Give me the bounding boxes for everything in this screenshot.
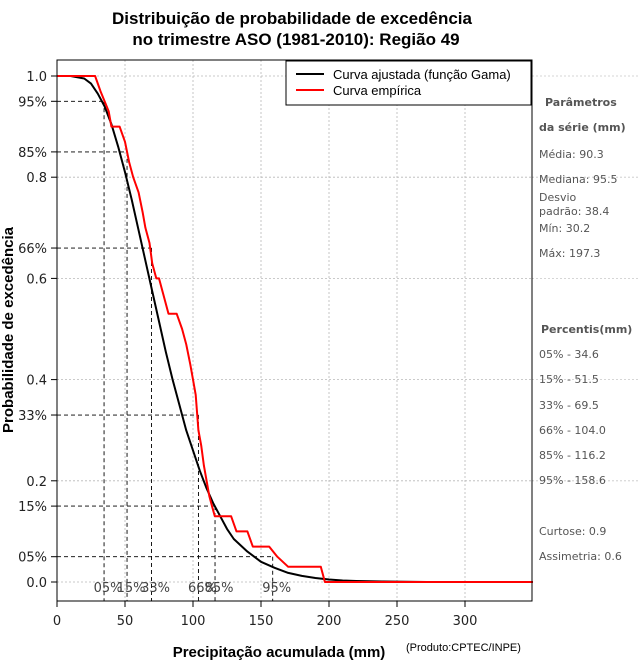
stat-min: Mín: 30.2 (539, 222, 591, 235)
y-tick-label: 0.4 (26, 374, 47, 389)
percentil-15: 15% - 51.5 (539, 373, 599, 386)
percentil-33: 33% - 69.5 (539, 399, 599, 412)
percentile-guides: 05%15%33% 66%85% 95% (57, 100, 291, 601)
percentis-header: Percentis(mm) (541, 323, 633, 336)
legend: Curva ajustada (função Gama) Curva empír… (285, 60, 532, 106)
plot-frame (56, 59, 533, 602)
stat-mediana: Mediana: 95.5 (539, 173, 618, 186)
percentil-66: 66% - 104.0 (539, 424, 606, 437)
legend-label-fitted: Curva ajustada (função Gama) (333, 67, 511, 82)
x-tick-label: 0 (53, 614, 61, 629)
y-tick-label: 85% (18, 146, 47, 161)
stat-desvio-line1: Desvio (539, 191, 577, 204)
stats-header-2: da série (mm) (539, 121, 626, 134)
y-tick-label: 05% (18, 551, 47, 566)
y-tick-label: 33% (18, 409, 47, 424)
percentil-05: 05% - 34.6 (539, 348, 599, 361)
chart-title-line1: Distribuição de probabilidade de excedên… (112, 9, 472, 28)
stat-desvio-line2: padrão: 38.4 (539, 205, 610, 218)
percentile-label: 95% (262, 581, 291, 596)
y-tick-label: 0.0 (26, 576, 47, 591)
chart-title-line2: no trimestre ASO (1981-2010): Região 49 (132, 30, 459, 49)
percentil-95: 95% - 158.6 (539, 474, 606, 487)
y-axis-label: Probabilidade de excedência (0, 226, 17, 433)
y-tick-label: 0.6 (26, 272, 47, 287)
x-tick-label: 100 (181, 614, 206, 629)
x-tick-label: 300 (453, 614, 478, 629)
y-tick-label: 0.8 (26, 171, 47, 186)
percentil-85: 85% - 116.2 (539, 449, 606, 462)
legend-box (285, 60, 532, 106)
stat-curtose: Curtose: 0.9 (539, 525, 607, 538)
axis-ticks: 0 50 100 150 200 250 300 1.0 95% 85% 0.8 66% 0.6 0.4 3… (18, 70, 477, 629)
series-lines (57, 75, 533, 583)
y-tick-label: 95% (18, 95, 47, 110)
stat-max: Máx: 197.3 (539, 247, 601, 260)
series-line-fitted (57, 75, 427, 583)
product-credit: (Produto:CPTEC/INPE) (406, 642, 521, 654)
x-tick-label: 50 (117, 614, 134, 629)
y-tick-label: 66% (18, 242, 47, 257)
x-tick-label: 200 (317, 614, 342, 629)
stats-header-1: Parâmetros (545, 96, 617, 109)
percentile-label: 15% (117, 581, 146, 596)
percentile-label: 33% (141, 581, 170, 596)
percentile-label: 66% (188, 581, 217, 596)
x-tick-label: 150 (249, 614, 274, 629)
series-line-empirical (57, 75, 533, 583)
legend-label-empirical: Curva empírica (333, 83, 422, 98)
x-tick-label: 250 (385, 614, 410, 629)
percentile-label: 85% (205, 581, 234, 596)
x-axis-label: Precipitação acumulada (mm) (173, 644, 386, 660)
stat-media: Média: 90.3 (539, 148, 604, 161)
y-tick-label: 0.2 (26, 475, 47, 490)
y-tick-label: 1.0 (26, 70, 47, 85)
y-tick-label: 15% (18, 500, 47, 515)
stat-assimetria: Assimetria: 0.6 (539, 550, 622, 563)
percentile-label: 05% (94, 581, 123, 596)
